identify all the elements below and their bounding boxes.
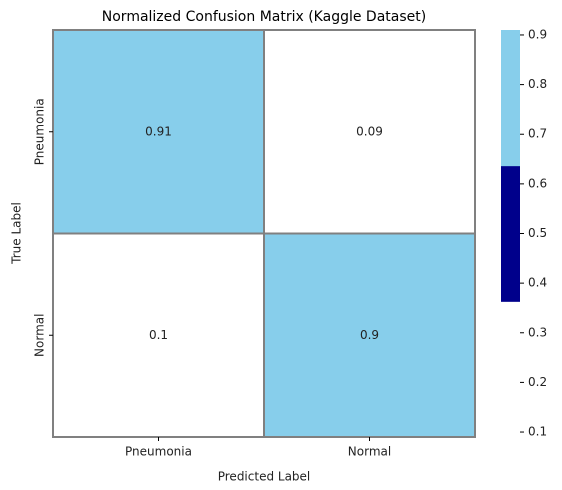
colorbar-tick-label: 0.2 bbox=[528, 375, 547, 389]
colorbar-tick-label: 0.4 bbox=[528, 276, 547, 290]
cell bbox=[263, 232, 476, 438]
x-axis-label: Predicted Label bbox=[218, 470, 311, 484]
colorbar-segment bbox=[501, 30, 520, 167]
cell-label: 0.1 bbox=[149, 328, 168, 342]
cell-label: 0.9 bbox=[360, 328, 379, 342]
colorbar-tick-label: 0.8 bbox=[528, 77, 547, 91]
colorbar-tick-label: 0.7 bbox=[528, 127, 547, 141]
colorbar-tick-label: 0.3 bbox=[528, 325, 547, 339]
colorbar-segment bbox=[501, 165, 520, 302]
colorbar-tick-label: 0.6 bbox=[528, 176, 547, 190]
y-axis-label: True Label bbox=[10, 202, 24, 265]
x-tick-label: Pneumonia bbox=[125, 445, 192, 459]
cell bbox=[263, 29, 476, 235]
cell bbox=[52, 29, 265, 235]
chart-title: Normalized Confusion Matrix (Kaggle Data… bbox=[102, 9, 426, 25]
cell-label: 0.09 bbox=[356, 124, 383, 138]
colorbar-tick-label: 0.5 bbox=[528, 226, 547, 240]
colorbar-segment bbox=[501, 301, 520, 438]
cell-label: 0.91 bbox=[145, 124, 172, 138]
cell bbox=[52, 232, 265, 438]
y-tick-label: Pneumonia bbox=[33, 98, 47, 165]
colorbar-tick-label: 0.9 bbox=[528, 27, 547, 41]
colorbar-tick-label: 0.1 bbox=[528, 425, 547, 439]
x-tick-label: Normal bbox=[348, 445, 391, 459]
y-tick-label: Normal bbox=[33, 314, 47, 357]
